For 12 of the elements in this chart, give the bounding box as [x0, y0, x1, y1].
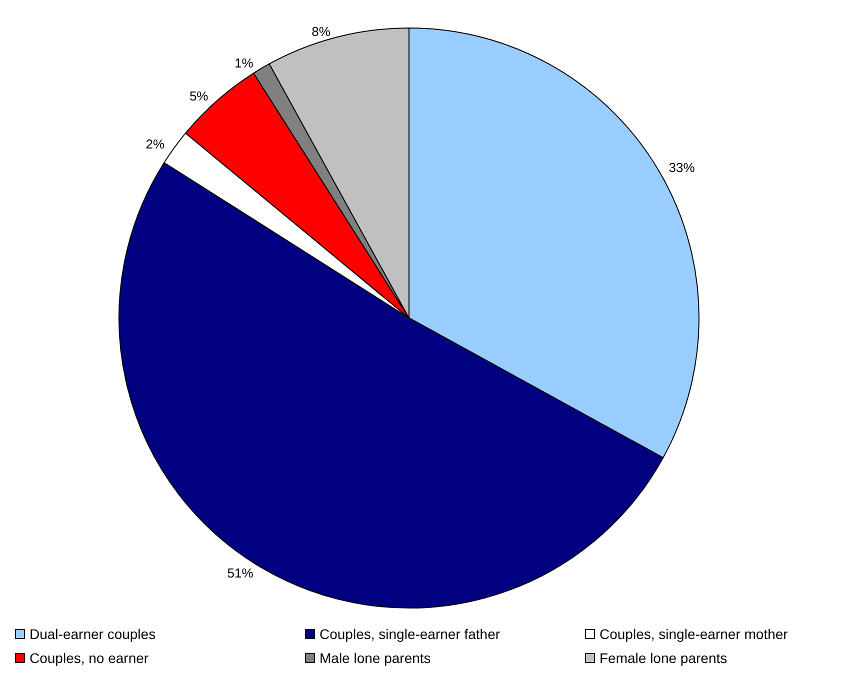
data-label: 1% [234, 56, 254, 71]
legend-label: Couples, single-earner mother [600, 626, 788, 642]
data-label: 33% [668, 160, 696, 175]
legend-label: Dual-earner couples [30, 626, 156, 642]
data-label: 2% [146, 136, 165, 152]
legend-label: Couples, single-earner father [320, 626, 500, 642]
data-label: 8% [312, 24, 331, 39]
legend-label: Female lone parents [600, 650, 728, 666]
data-label: 5% [189, 88, 209, 104]
legend-label: Male lone parents [320, 650, 431, 666]
legend-label: Couples, no earner [30, 650, 149, 666]
data-label: 51% [227, 565, 254, 580]
